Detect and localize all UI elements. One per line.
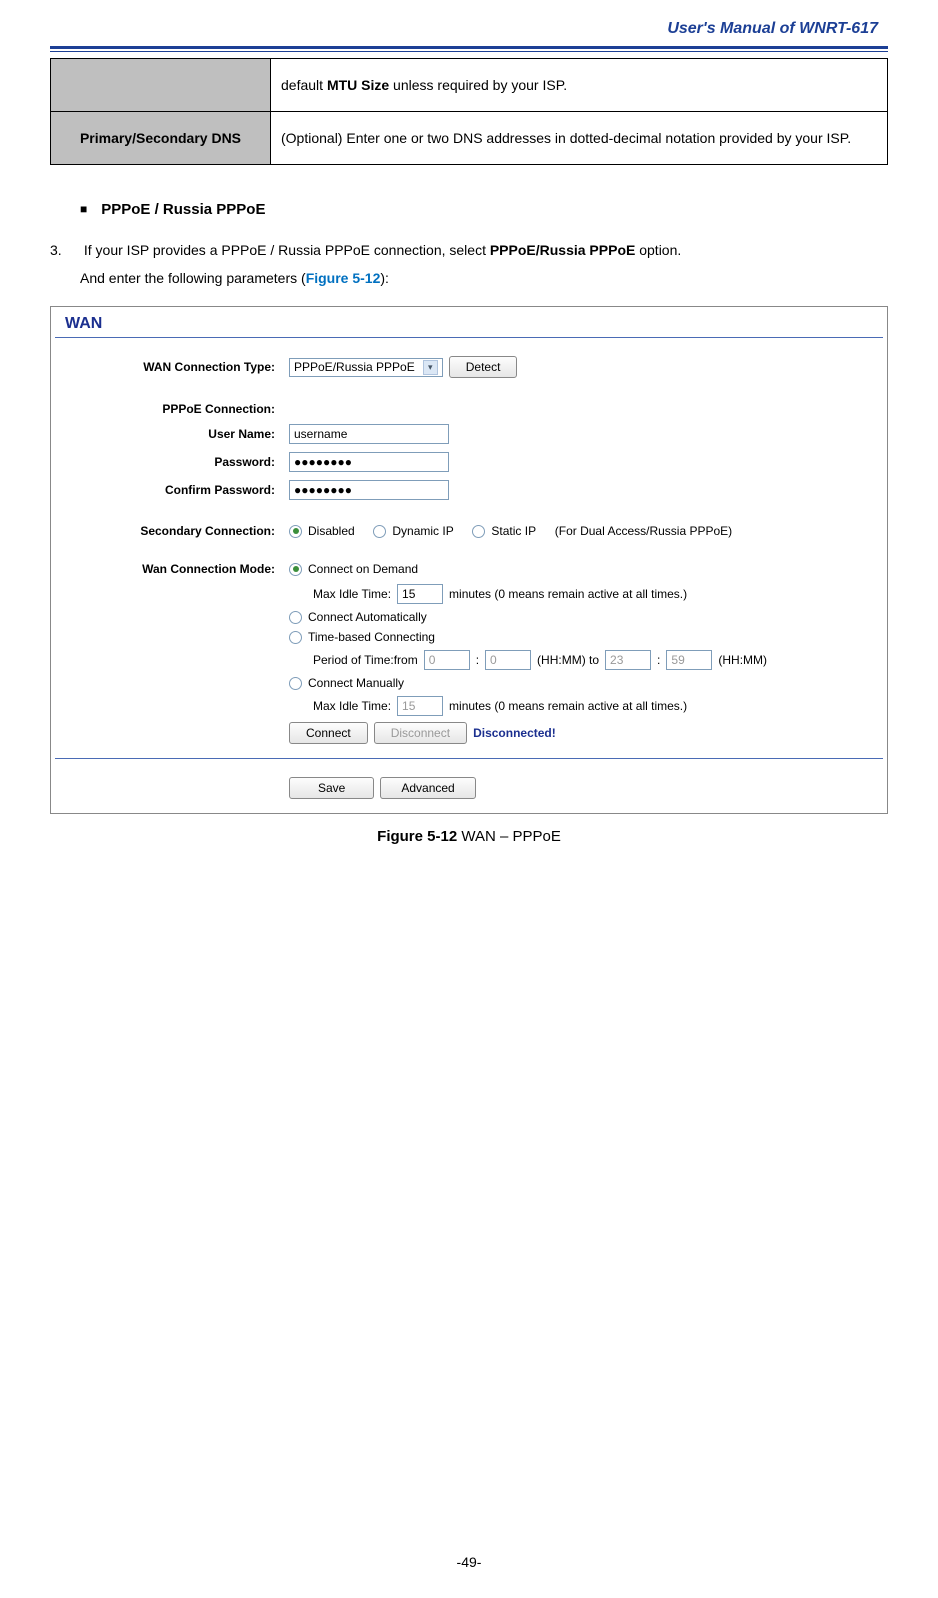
wan-divider-2 xyxy=(55,758,883,759)
period-end: (HH:MM) xyxy=(718,653,767,667)
save-button[interactable]: Save xyxy=(289,777,374,799)
step-num: 3. xyxy=(50,236,80,264)
table-row1-label xyxy=(51,59,271,112)
username-input[interactable]: username xyxy=(289,424,449,444)
conn-type-label: WAN Connection Type: xyxy=(51,360,289,374)
period-to-h[interactable]: 23 xyxy=(605,650,651,670)
radio-demand[interactable] xyxy=(289,563,302,576)
detect-button[interactable]: Detect xyxy=(449,356,518,378)
step-text-a: If your ISP provides a PPPoE / Russia PP… xyxy=(84,242,490,258)
disconnect-button[interactable]: Disconnect xyxy=(374,722,467,744)
idle-suffix-1: minutes (0 means remain active at all ti… xyxy=(449,587,687,601)
table-row1-desc: default MTU Size unless required by your… xyxy=(271,59,888,112)
figure-caption: Figure 5-12 WAN – PPPoE xyxy=(50,828,888,845)
row1-pre: default xyxy=(281,77,327,93)
step-text-c: ): xyxy=(380,270,389,286)
radio-disabled-label: Disabled xyxy=(308,524,355,538)
period-from-m[interactable]: 0 xyxy=(485,650,531,670)
confirm-password-label: Confirm Password: xyxy=(51,483,289,497)
conn-type-select[interactable]: PPPoE/Russia PPPoE ▾ xyxy=(289,358,443,377)
idle-input-1[interactable]: 15 xyxy=(397,584,443,604)
table-row2-label: Primary/Secondary DNS xyxy=(51,112,271,165)
period-mid: (HH:MM) to xyxy=(537,653,599,667)
password-label: Password: xyxy=(51,455,289,469)
step-bold: PPPoE/Russia PPPoE xyxy=(490,242,636,258)
step-text-b-inline: option. xyxy=(635,242,681,258)
colon-1: : xyxy=(476,653,479,667)
radio-time-label: Time-based Connecting xyxy=(308,630,435,644)
caption-bold: Figure 5-12 xyxy=(377,828,457,845)
radio-static-label: Static IP xyxy=(491,524,536,538)
step-3: 3. If your ISP provides a PPPoE / Russia… xyxy=(50,236,888,292)
period-label: Period of Time:from xyxy=(313,653,418,667)
radio-auto[interactable] xyxy=(289,611,302,624)
table-row2-desc: (Optional) Enter one or two DNS addresse… xyxy=(271,112,888,165)
idle-label-1: Max Idle Time: xyxy=(313,587,391,601)
step-text-b2: And enter the following parameters ( xyxy=(80,270,306,286)
radio-manual[interactable] xyxy=(289,677,302,690)
parameters-table: default MTU Size unless required by your… xyxy=(50,58,888,165)
mode-label: Wan Connection Mode: xyxy=(51,562,289,576)
page-footer: -49- xyxy=(0,1554,938,1570)
radio-auto-label: Connect Automatically xyxy=(308,610,427,624)
confirm-password-input[interactable]: ●●●●●●●● xyxy=(289,480,449,500)
radio-manual-label: Connect Manually xyxy=(308,676,404,690)
period-from-h[interactable]: 0 xyxy=(424,650,470,670)
idle-suffix-2: minutes (0 means remain active at all ti… xyxy=(449,699,687,713)
wan-panel-title: WAN xyxy=(51,307,887,337)
radio-static[interactable] xyxy=(472,525,485,538)
colon-2: : xyxy=(657,653,660,667)
idle-input-2[interactable]: 15 xyxy=(397,696,443,716)
radio-disabled[interactable] xyxy=(289,525,302,538)
connection-status: Disconnected! xyxy=(473,726,556,740)
secondary-conn-label: Secondary Connection: xyxy=(51,524,289,538)
figure-reference[interactable]: Figure 5-12 xyxy=(306,270,381,286)
idle-label-2: Max Idle Time: xyxy=(313,699,391,713)
radio-demand-label: Connect on Demand xyxy=(308,562,418,576)
radio-time[interactable] xyxy=(289,631,302,644)
caption-rest: WAN – PPPoE xyxy=(457,828,561,845)
pppoe-conn-label: PPPoE Connection: xyxy=(51,402,289,416)
connect-button[interactable]: Connect xyxy=(289,722,368,744)
radio-dynamic[interactable] xyxy=(373,525,386,538)
page-header-title: User's Manual of WNRT-617 xyxy=(50,20,888,46)
username-label: User Name: xyxy=(51,427,289,441)
row1-bold: MTU Size xyxy=(327,77,389,93)
password-input[interactable]: ●●●●●●●● xyxy=(289,452,449,472)
row1-post: unless required by your ISP. xyxy=(389,77,567,93)
header-rule xyxy=(50,46,888,52)
advanced-button[interactable]: Advanced xyxy=(380,777,475,799)
section-heading-pppoe: PPPoE / Russia PPPoE xyxy=(80,201,888,218)
radio-dynamic-label: Dynamic IP xyxy=(392,524,453,538)
wan-divider xyxy=(55,337,883,338)
conn-type-value: PPPoE/Russia PPPoE xyxy=(294,360,415,374)
secondary-note: (For Dual Access/Russia PPPoE) xyxy=(555,524,732,538)
wan-screenshot: WAN WAN Connection Type: PPPoE/Russia PP… xyxy=(50,306,888,814)
chevron-down-icon: ▾ xyxy=(423,360,438,375)
period-to-m[interactable]: 59 xyxy=(666,650,712,670)
